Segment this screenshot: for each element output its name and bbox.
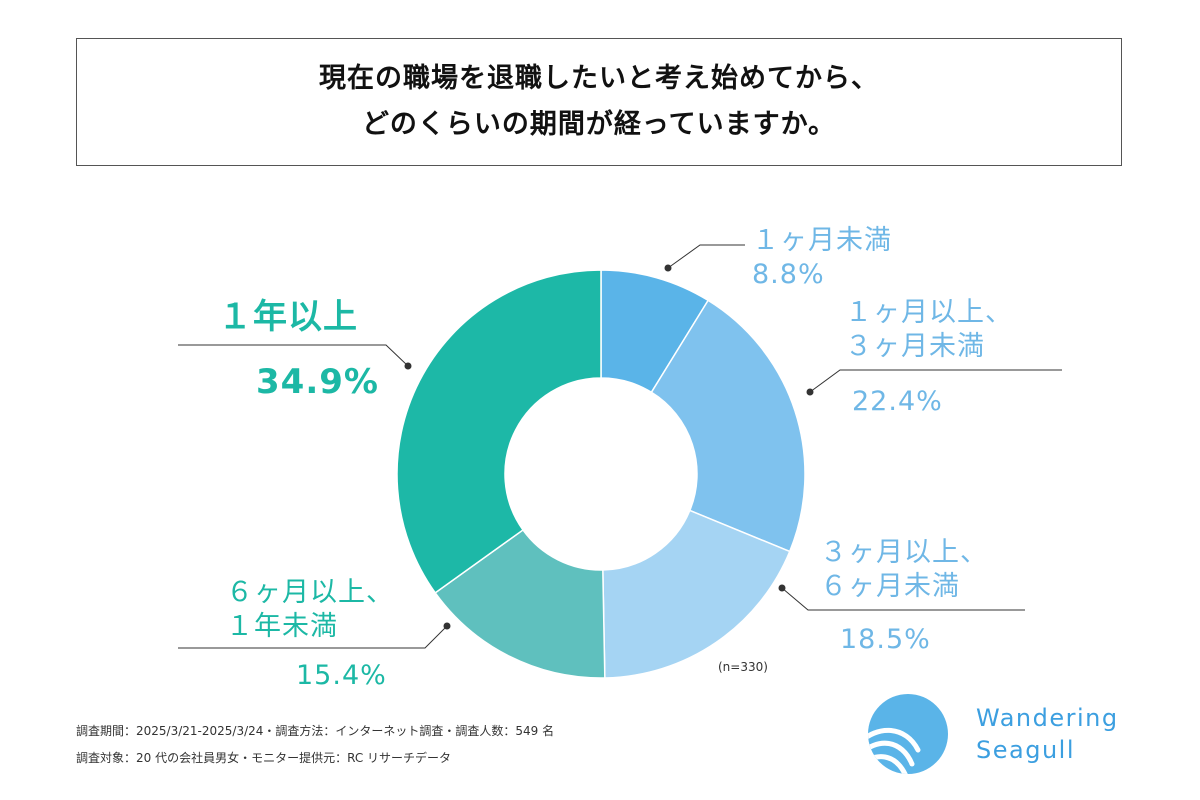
chart-title-line-1: 現在の職場を退職したいと考え始めてから、 bbox=[319, 63, 879, 94]
label-1-to-3-months: １ヶ月以上、 ３ヶ月未満 bbox=[845, 296, 1013, 364]
logo-text-line-2: Seagull bbox=[976, 736, 1075, 764]
footer-survey-target: 調査対象：20 代の会社員男女・モニター提供元：RC リサーチデータ bbox=[76, 751, 452, 765]
value-label-6-months-to-1-year: 15.4% bbox=[296, 660, 387, 691]
chart-title-box: 現在の職場を退職したいと考え始めてから、 どのくらいの期間が経っていますか。 bbox=[76, 38, 1122, 166]
label-over-1-year: １年以上 bbox=[218, 300, 358, 334]
value-label-3-to-6-months: 18.5% bbox=[840, 624, 931, 655]
footer-survey-period: 調査期間：2025/3/21-2025/3/24・調査方法：インターネット調査・… bbox=[76, 724, 555, 738]
logo-text-line-1: Wandering bbox=[976, 704, 1119, 732]
value-label-under-1-month: 8.8% bbox=[752, 259, 825, 290]
wandering-seagull-logo: Wandering Seagull bbox=[856, 694, 1126, 774]
slice-1-to-3-months bbox=[650, 299, 806, 553]
value-label-1-to-3-months: 22.4% bbox=[852, 386, 943, 417]
category-3-to-6-months-line-1: ３ヶ月以上、 bbox=[820, 537, 988, 568]
category-under-1-month: １ヶ月未満 bbox=[752, 225, 892, 256]
category-6-months-to-1-year-line-1: ６ヶ月以上、 bbox=[226, 577, 394, 608]
category-1-to-3-months-line-2: ３ヶ月未満 bbox=[845, 331, 985, 362]
slice-over-1-year bbox=[396, 269, 602, 594]
label-under-1-month: １ヶ月未満 8.8% bbox=[752, 224, 892, 292]
logo-text: Wandering Seagull bbox=[976, 702, 1119, 766]
leader-lines bbox=[178, 244, 1062, 649]
label-3-to-6-months: ３ヶ月以上、 ６ヶ月未満 bbox=[820, 536, 988, 604]
leader-line-over-1-year bbox=[178, 344, 409, 367]
chart-title-line-2: どのくらいの期間が経っていますか。 bbox=[361, 109, 837, 140]
leader-line-3-to-6-months bbox=[781, 587, 1025, 611]
sample-size-note: (n=330) bbox=[718, 660, 768, 674]
leader-dot-3-to-6-months bbox=[778, 584, 786, 592]
category-3-to-6-months-line-2: ６ヶ月未満 bbox=[820, 571, 960, 602]
leader-dot-over-1-year bbox=[404, 362, 412, 370]
leader-dot-1-to-3-months bbox=[806, 388, 814, 396]
seagull-wave-icon bbox=[868, 694, 948, 774]
leader-line-6-months-to-1-year bbox=[178, 625, 448, 649]
category-1-to-3-months-line-1: １ヶ月以上、 bbox=[845, 297, 1013, 328]
leader-dot-6-months-to-1-year bbox=[443, 622, 451, 630]
leader-line-1-to-3-months bbox=[809, 369, 1062, 393]
category-6-months-to-1-year-line-2: １年未満 bbox=[226, 611, 338, 642]
label-6-months-to-1-year: ６ヶ月以上、 １年未満 bbox=[226, 576, 394, 644]
donut-slices bbox=[396, 269, 806, 679]
value-label-over-1-year: 34.9% bbox=[256, 362, 379, 402]
category-over-1-year: １年以上 bbox=[218, 297, 358, 337]
slice-6-months-to-1-year bbox=[434, 528, 606, 679]
slice-3-to-6-months bbox=[602, 509, 791, 679]
leader-line-under-1-month bbox=[667, 244, 745, 269]
leader-dot-under-1-month bbox=[664, 264, 672, 272]
